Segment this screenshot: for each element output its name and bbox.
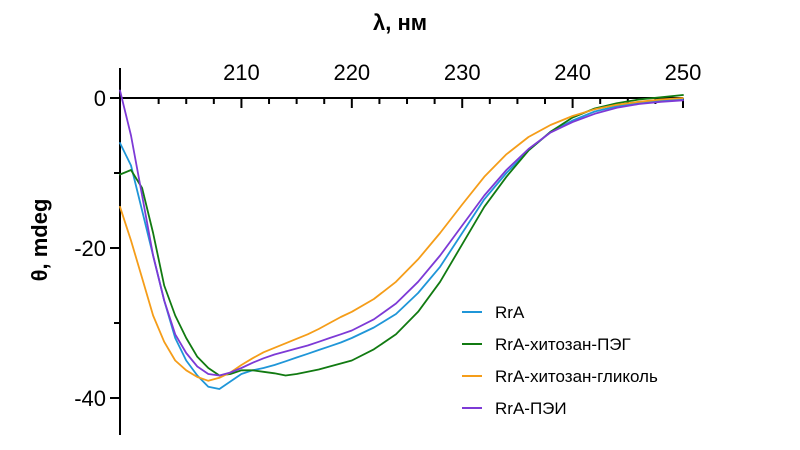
legend-label-3: RrA-хитозан-гликоль xyxy=(495,367,658,386)
series-line-3 xyxy=(119,97,684,382)
x-axis-title: λ, нм xyxy=(373,10,427,35)
x-tick-label: 220 xyxy=(333,60,370,85)
x-tick-label: 250 xyxy=(665,60,702,85)
legend: RrA RrA-хитозан-ПЭГ RrA-хитозан-гликоль RrA… xyxy=(462,303,658,418)
x-tick-label: 230 xyxy=(444,60,481,85)
series-line-4 xyxy=(119,89,684,377)
series-line-2 xyxy=(119,94,684,377)
axes: 210 220 230 240 250 0 -20 -40 xyxy=(74,60,701,435)
y-axis-title: θ, mdeg xyxy=(27,199,52,282)
y-tick-label: -40 xyxy=(74,386,106,411)
y-tick-label: -20 xyxy=(74,236,106,261)
x-tick-label: 240 xyxy=(554,60,591,85)
series-layer xyxy=(119,89,684,390)
legend-label-4: RrA-ПЭИ xyxy=(495,399,567,418)
y-tick-label: 0 xyxy=(94,86,106,111)
legend-label-2: RrA-хитозан-ПЭГ xyxy=(495,335,631,354)
legend-label-1: RrA xyxy=(495,303,525,322)
x-tick-label: 210 xyxy=(223,60,260,85)
